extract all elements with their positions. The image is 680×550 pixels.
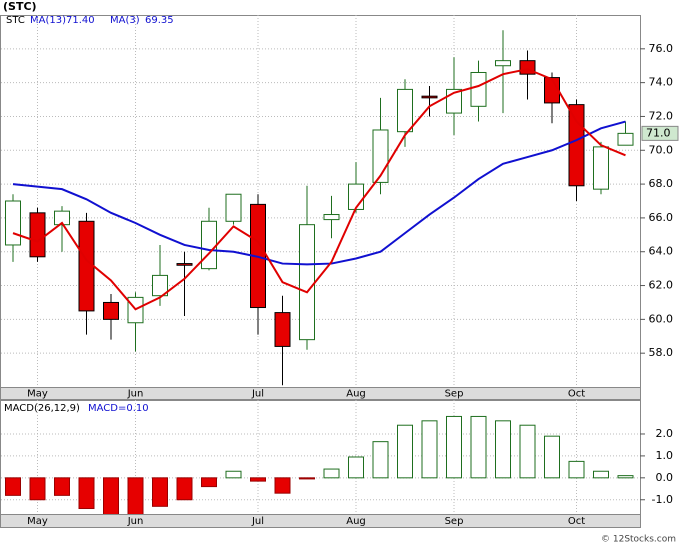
candle-body <box>29 212 46 258</box>
candle-body <box>176 263 193 266</box>
ma-line <box>12 120 626 266</box>
candle-body <box>617 132 634 146</box>
x-tick-label: Jul <box>251 389 264 400</box>
legend-label: MA(3) <box>110 15 140 26</box>
macd-value: MACD=0.10 <box>88 403 149 414</box>
y-tick-label: 58.0 <box>649 346 674 359</box>
macd-bar <box>323 468 340 479</box>
candle-body <box>397 88 413 133</box>
plot-area <box>5 30 634 386</box>
macd-bar <box>372 441 389 479</box>
macd-bar <box>421 420 438 479</box>
macd-bar <box>495 420 511 479</box>
y-tick-label: 2.0 <box>656 427 674 440</box>
y-tick-label: 62.0 <box>649 279 674 292</box>
legend-value: 71.40 <box>66 15 95 26</box>
macd-bar <box>250 477 266 482</box>
x-axis-band <box>0 514 641 528</box>
candle-body <box>495 60 511 67</box>
y-tick-label: 72.0 <box>649 109 674 122</box>
candle-body <box>348 183 364 210</box>
x-tick-label: May <box>27 389 48 400</box>
candle-body <box>225 193 242 222</box>
y-tick-label: 1.0 <box>656 449 674 462</box>
candle-body <box>323 214 340 221</box>
macd-bar <box>103 477 119 514</box>
candle-body <box>274 312 291 347</box>
x-tick-label: Oct <box>568 516 585 527</box>
y-tick-label: 74.0 <box>649 76 674 89</box>
macd-bar <box>78 477 95 510</box>
y-tick-label: 68.0 <box>649 177 674 190</box>
x-axis-band <box>0 387 641 400</box>
y-tick-label: 64.0 <box>649 245 674 258</box>
footer: © 12Stocks.com <box>601 535 676 545</box>
x-tick-label: Oct <box>568 389 585 400</box>
macd-bar <box>617 475 634 479</box>
x-tick-label: Aug <box>346 389 366 400</box>
candle-body <box>78 220 95 312</box>
candle-body <box>299 224 315 341</box>
macd-bar <box>201 477 217 488</box>
y-tick-label: 76.0 <box>649 42 674 55</box>
y-tick-label: 66.0 <box>649 211 674 224</box>
macd-bar <box>54 477 70 496</box>
candle-body <box>568 104 585 187</box>
x-tick-label: Sep <box>445 516 464 527</box>
macd-bar <box>5 477 21 496</box>
macd-bar <box>127 477 144 514</box>
macd-bar <box>593 470 609 479</box>
macd-bar <box>348 456 364 479</box>
macd-bar <box>29 477 46 501</box>
macd-bar <box>225 470 242 479</box>
x-tick-label: Jun <box>127 516 144 527</box>
macd-bar <box>568 460 585 479</box>
price-tag-label: 71.0 <box>646 126 671 139</box>
x-tick-label: Sep <box>445 389 464 400</box>
macd-bar <box>152 477 168 507</box>
legend-ticker: STC <box>6 15 25 26</box>
macd-bar <box>446 415 462 479</box>
macd-bar <box>176 477 193 501</box>
candle-body <box>470 71 487 107</box>
y-tick-label: 60.0 <box>649 312 674 325</box>
price-tag <box>641 125 679 141</box>
macd-title: MACD(26,12,9) <box>4 403 80 414</box>
x-tick-label: May <box>27 516 48 527</box>
candle-body <box>5 200 21 246</box>
x-tick-label: Jun <box>127 389 144 400</box>
macd-bar <box>544 435 560 479</box>
macd-bar <box>274 477 291 494</box>
chart-title: (STC) <box>3 0 37 13</box>
y-tick-label: 70.0 <box>649 143 674 156</box>
plot-area <box>5 415 634 514</box>
macd-bar <box>397 424 413 479</box>
x-tick-label: Aug <box>346 516 366 527</box>
legend-value: 69.35 <box>145 15 174 26</box>
y-tick-label: -1.0 <box>652 493 673 506</box>
candle-body <box>152 274 168 297</box>
macd-bar <box>299 477 315 480</box>
macd-bar <box>470 415 487 479</box>
candle-body <box>103 301 119 320</box>
candle-body <box>201 220 217 270</box>
candle-body <box>593 146 609 190</box>
legend-label: MA(13) <box>30 15 66 26</box>
macd-bar <box>519 424 536 479</box>
candle-body <box>421 95 438 99</box>
y-tick-label: 0.0 <box>656 471 674 484</box>
x-tick-label: Jul <box>251 516 264 527</box>
ma-line <box>12 68 626 311</box>
